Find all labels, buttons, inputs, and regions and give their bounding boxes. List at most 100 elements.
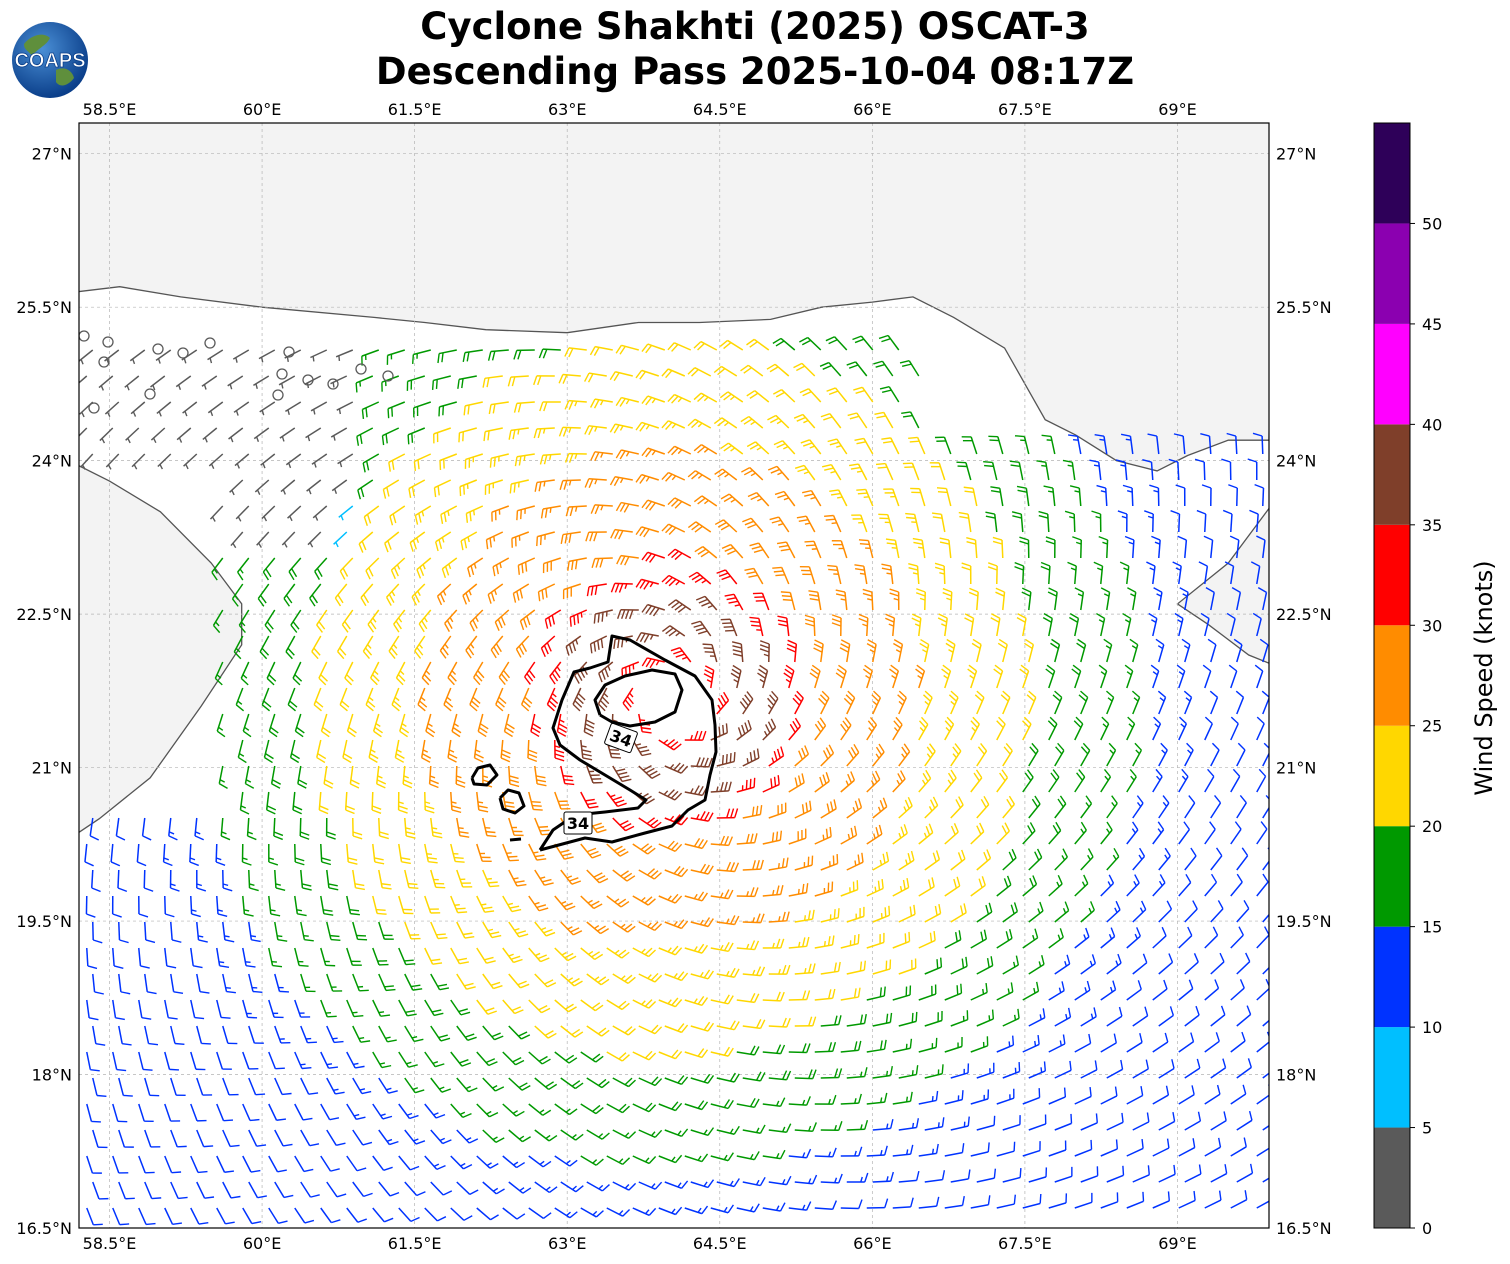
wind-barb xyxy=(218,765,228,789)
wind-barb xyxy=(534,869,554,886)
lon-tick-top-7: 69°E xyxy=(1158,100,1196,119)
wind-barb xyxy=(710,1046,734,1057)
wind-barb xyxy=(616,609,639,620)
wind-barb xyxy=(170,1025,185,1046)
wind-barb xyxy=(390,557,406,580)
wind-barb xyxy=(1230,821,1242,845)
wind-barb xyxy=(514,453,535,467)
wind-barb xyxy=(79,453,94,470)
wind-barb xyxy=(1096,484,1108,507)
wind-barb xyxy=(843,690,856,715)
wind-barb xyxy=(1157,690,1167,715)
wind-barb xyxy=(1148,612,1158,637)
wind-barb xyxy=(788,773,805,793)
lat-tick-left-4: 21°N xyxy=(32,759,72,778)
wind-barb xyxy=(259,401,276,416)
wind-barb xyxy=(259,635,270,660)
wind-barb xyxy=(375,765,387,789)
wind-barb xyxy=(169,869,180,892)
wind-barb xyxy=(1228,484,1239,507)
wind-barb xyxy=(762,1044,786,1055)
wind-barb xyxy=(635,631,659,643)
wind-barb xyxy=(768,857,789,871)
wind-barb xyxy=(320,947,336,967)
wind-barb xyxy=(313,687,324,712)
wind-barb xyxy=(762,991,785,1002)
wind-barb xyxy=(1194,458,1206,481)
wind-barb xyxy=(84,843,94,867)
wind-barb xyxy=(1048,981,1065,1001)
wind-barb xyxy=(1155,638,1165,663)
wind-barb xyxy=(558,426,581,437)
wind-barb xyxy=(372,999,391,1017)
wind-barb xyxy=(138,1051,153,1071)
wind-barb xyxy=(720,493,744,507)
wind-barb xyxy=(768,802,787,819)
wind-barb xyxy=(1021,587,1032,611)
colorbar-bin-3 xyxy=(1374,826,1410,927)
wind-barb xyxy=(638,972,663,983)
wind-barb xyxy=(430,869,446,889)
wind-barb xyxy=(194,817,204,841)
wind-barb xyxy=(382,479,400,499)
wind-barb xyxy=(564,452,587,463)
wind-barb xyxy=(424,843,438,864)
wind-barb xyxy=(740,364,764,377)
wind-barb xyxy=(242,895,254,917)
wind-barb xyxy=(612,973,636,985)
wind-barb xyxy=(294,895,307,917)
wind-barb xyxy=(292,661,303,686)
wind-barb xyxy=(533,375,555,386)
wind-barb xyxy=(1054,742,1065,767)
wind-barb xyxy=(739,691,754,715)
wind-barb xyxy=(924,850,941,871)
wind-barb xyxy=(612,1025,636,1036)
wind-barb xyxy=(846,798,863,819)
wind-barb xyxy=(1236,847,1249,871)
wind-barb xyxy=(1250,561,1261,585)
wind-barb xyxy=(196,1025,211,1045)
wind-barb xyxy=(742,859,764,871)
wind-barb xyxy=(742,748,760,767)
wind-barb xyxy=(641,447,666,458)
wind-barb xyxy=(716,808,739,819)
wind-barb xyxy=(344,661,354,686)
wind-barb xyxy=(450,1103,472,1119)
wind-barb xyxy=(330,375,348,388)
wind-barb xyxy=(1048,769,1060,793)
lon-tick-bottom-3: 63°E xyxy=(548,1234,586,1253)
wind-barb xyxy=(1254,483,1265,507)
wind-barb xyxy=(996,1088,1015,1105)
wind-barb xyxy=(731,641,744,663)
wind-barb xyxy=(266,661,277,686)
wind-barb xyxy=(567,557,587,571)
wind-barb xyxy=(118,973,131,995)
wind-barb xyxy=(878,334,900,351)
wind-barb xyxy=(164,999,178,1020)
wind-barb xyxy=(274,921,288,942)
wind-barb xyxy=(404,1025,424,1043)
wind-barb xyxy=(482,921,502,939)
wind-barb xyxy=(1028,795,1041,819)
wind-barb xyxy=(1132,900,1147,923)
wind-barb xyxy=(814,772,830,793)
lat-tick-right-2: 24°N xyxy=(1276,452,1316,471)
wind-barb xyxy=(1256,1084,1269,1105)
wind-barb xyxy=(762,938,785,949)
wind-barb xyxy=(336,401,354,415)
wind-barb xyxy=(1028,1008,1046,1027)
wind-barb xyxy=(794,909,815,923)
wind-barb xyxy=(950,1010,969,1027)
wind-barb xyxy=(1080,954,1097,975)
wind-barb xyxy=(222,1077,239,1096)
wind-barb xyxy=(742,913,765,924)
wind-barb xyxy=(1262,1072,1269,1079)
wind-barb xyxy=(1022,1034,1040,1053)
wind-barb xyxy=(800,439,822,455)
wind-barb xyxy=(1080,1007,1097,1027)
wind-barb xyxy=(667,548,692,561)
wind-barb xyxy=(1178,926,1193,949)
wind-barb xyxy=(852,335,874,351)
wind-barb xyxy=(1252,432,1264,455)
wind-barb xyxy=(606,947,630,959)
